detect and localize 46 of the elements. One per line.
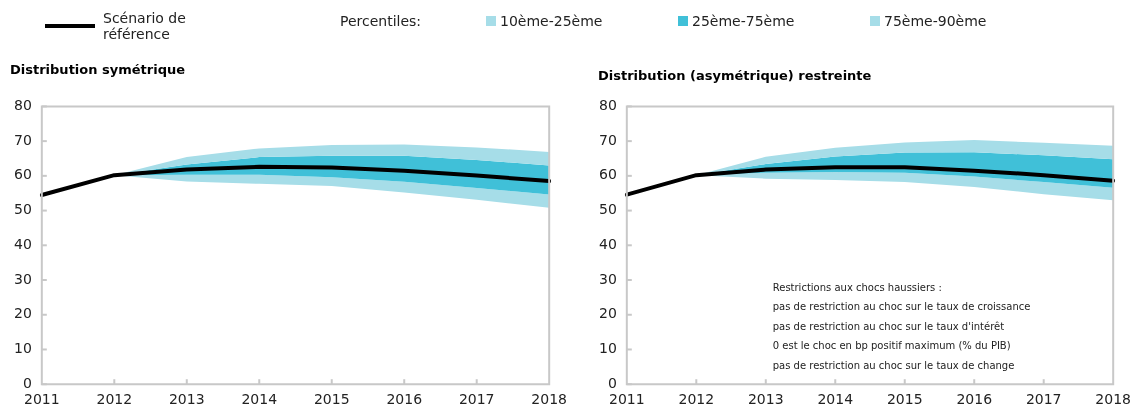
- x-tick-label: 2017: [458, 391, 495, 408]
- x-tick-label: 2016: [956, 391, 993, 408]
- y-tick-label: 0: [22, 374, 32, 391]
- y-tick-label: 60: [598, 166, 617, 183]
- legend-label: 25ème-75ème: [692, 13, 795, 29]
- annotation: pas de restriction au choc sur le taux d'intérêt: [772, 320, 1005, 332]
- x-tick-label: 2015: [886, 391, 923, 408]
- annotation: pas de restriction au choc sur le taux de croissance: [772, 301, 1031, 313]
- annotation: Restrictions aux chocs haussiers :: [772, 281, 942, 293]
- legend-label: 75ème-90ème: [884, 13, 987, 29]
- x-tick-label: 2015: [313, 391, 350, 408]
- y-tick-label: 20: [598, 305, 617, 322]
- y-tick-label: 30: [13, 270, 32, 287]
- x-tick-label: 2013: [747, 391, 784, 408]
- chart-title: Distribution symétrique: [10, 62, 186, 77]
- x-tick-label: 2018: [531, 391, 568, 408]
- y-tick-label: 40: [13, 235, 32, 252]
- legend-label: Scénario de référence: [103, 10, 187, 42]
- x-tick-label: 2017: [1025, 391, 1062, 408]
- x-tick-label: 2011: [23, 391, 60, 408]
- annotation: 0 est le choc en bp positif maximum (% du PIB): [772, 340, 1011, 352]
- x-tick-label: 2016: [386, 391, 423, 408]
- x-tick-label: 2012: [678, 391, 715, 408]
- y-tick-label: 60: [13, 166, 32, 183]
- chart-title: Distribution (asymétrique) restreinte: [598, 68, 872, 83]
- x-tick-label: 2012: [96, 391, 133, 408]
- legend-title: Percentiles:: [340, 13, 422, 29]
- legend-label: 10ème-25ème: [500, 13, 603, 29]
- x-tick-label: 2013: [168, 391, 205, 408]
- y-tick-label: 50: [13, 201, 32, 218]
- y-tick-label: 30: [598, 270, 617, 287]
- y-tick-label: 50: [598, 201, 617, 218]
- y-tick-label: 10: [13, 340, 32, 357]
- y-tick-label: 70: [13, 131, 32, 148]
- y-tick-label: 20: [13, 305, 32, 322]
- x-tick-label: 2011: [608, 391, 645, 408]
- y-tick-label: 0: [607, 374, 617, 391]
- y-tick-label: 40: [598, 235, 617, 252]
- y-tick-label: 70: [598, 131, 617, 148]
- x-tick-label: 2014: [817, 391, 854, 408]
- y-tick-label: 80: [598, 97, 617, 114]
- y-tick-label: 10: [598, 340, 617, 357]
- x-tick-label: 2014: [241, 391, 278, 408]
- y-tick-label: 80: [13, 97, 32, 114]
- x-tick-label: 2018: [1095, 391, 1132, 408]
- annotation: pas de restriction au choc sur le taux de change: [772, 359, 1015, 371]
